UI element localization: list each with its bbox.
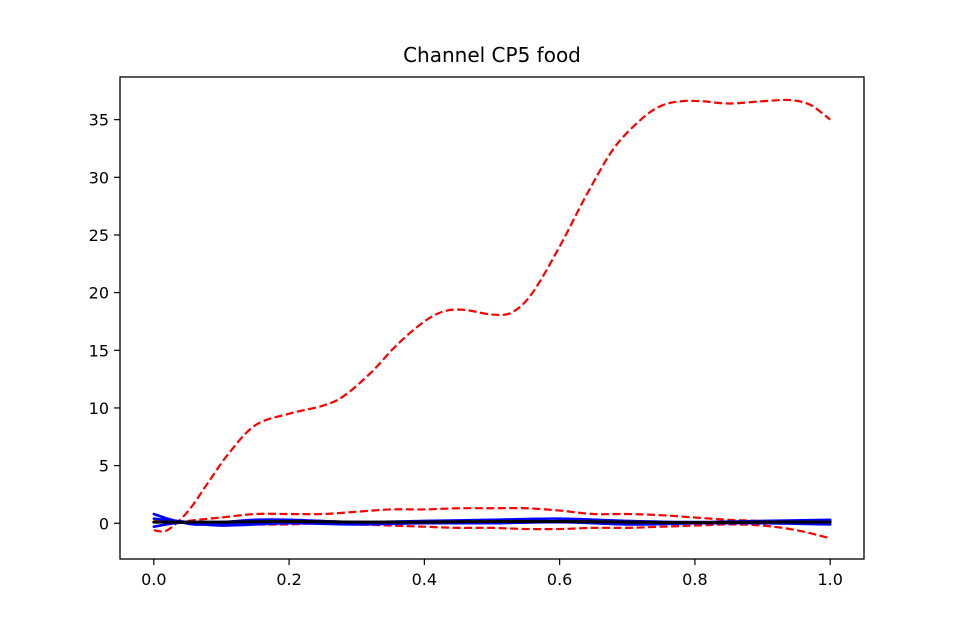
chart-title: Channel CP5 food xyxy=(403,43,581,67)
series-line-1 xyxy=(153,98,831,533)
y-tick-label: 10 xyxy=(89,399,109,418)
y-tick-label: 15 xyxy=(89,341,109,360)
y-tick-label: 35 xyxy=(89,111,109,130)
y-tick-label: 30 xyxy=(89,168,109,187)
y-tick-label: 25 xyxy=(89,226,109,245)
series-line-7 xyxy=(152,519,832,525)
y-axis: 0 5 10 15 20 25 30 35 xyxy=(89,111,120,533)
x-tick-label: 0.2 xyxy=(276,570,301,589)
y-tick-label: 20 xyxy=(89,284,109,303)
series-line-2 xyxy=(153,506,831,528)
y-tick-label: 5 xyxy=(99,457,109,476)
x-tick-label: 0.6 xyxy=(547,570,572,589)
series-layer xyxy=(152,98,832,540)
x-tick-label: 0.4 xyxy=(412,570,437,589)
x-tick-label: 0.8 xyxy=(682,570,707,589)
x-axis: 0.0 0.2 0.4 0.6 0.8 1.0 xyxy=(141,559,843,589)
plot-frame xyxy=(119,76,865,560)
x-tick-label: 0.0 xyxy=(141,570,166,589)
y-tick-label: 0 xyxy=(99,514,109,533)
x-tick-label: 1.0 xyxy=(817,570,842,589)
